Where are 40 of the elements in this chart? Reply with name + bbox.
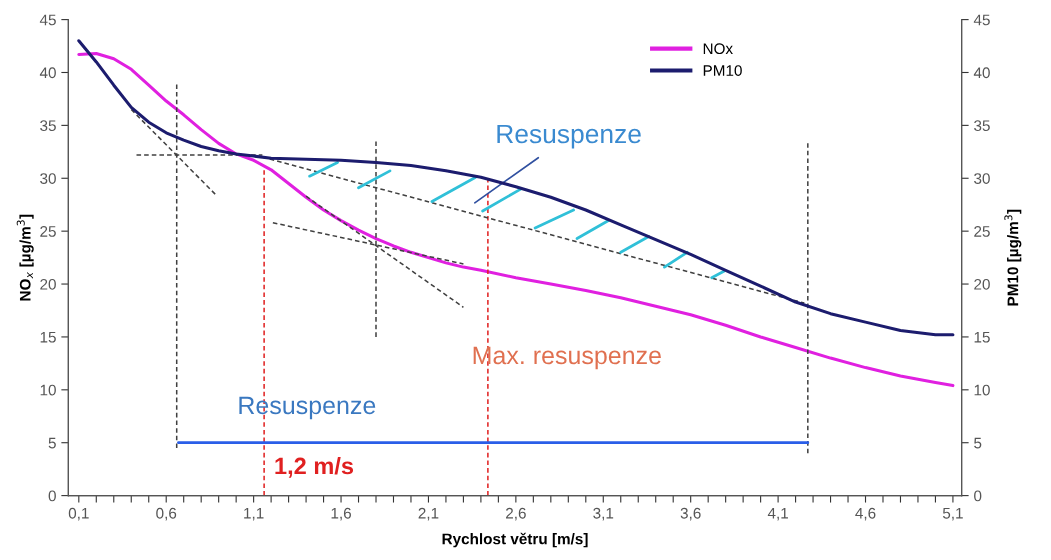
- y-tick-label: 25: [40, 226, 56, 237]
- annotation: Resuspenze: [497, 124, 641, 149]
- y2-tick-label: 30: [974, 173, 990, 184]
- x-tick-label: 0,6: [156, 507, 177, 521]
- y-tick-label: 20: [40, 278, 56, 290]
- y2-tick-label: 20: [974, 278, 990, 290]
- x-tick-label: 3,1: [593, 507, 614, 521]
- y2-tick-label: 5: [974, 437, 982, 449]
- y-tick-label: 5: [48, 437, 56, 449]
- x-tick-label: 0,1: [68, 507, 89, 521]
- x-tick-label: 5,1: [942, 507, 963, 521]
- x-tick-label: 2,6: [506, 507, 526, 521]
- x-tick-label: 1,1: [244, 507, 264, 521]
- legend-label: PM10: [703, 65, 742, 76]
- x-tick-label: 4,1: [767, 507, 788, 521]
- x-axis-title: Rychlost větru [m/s]: [442, 532, 588, 548]
- y2-tick-label: 15: [974, 331, 990, 343]
- y2-tick-label: 35: [974, 120, 990, 132]
- y-tick-label: 45: [39, 14, 56, 26]
- y2-tick-label: 25: [974, 226, 990, 237]
- y-tick-label: 15: [40, 331, 56, 343]
- y-axis-title: NO$_{x}$ [µg/m$^{3}$]: [16, 214, 34, 301]
- y-tick-label: 0: [48, 490, 56, 502]
- x-tick-label: 3,6: [680, 507, 701, 521]
- legend-label: NOx: [703, 43, 733, 55]
- x-tick-label: 1,6: [331, 507, 351, 521]
- annotation: Max. resuspenze: [473, 346, 661, 370]
- y-tick-label: 40: [39, 67, 56, 79]
- y2-tick-label: 0: [974, 490, 982, 502]
- y-tick-label: 30: [40, 173, 56, 184]
- y2-tick-label: 10: [974, 384, 990, 396]
- x-tick-label: 2,1: [418, 507, 439, 521]
- y-tick-label: 35: [40, 120, 56, 132]
- y2-axis-title: PM10 [µg/m$^{3}$]: [1004, 209, 1022, 306]
- annotation: 1,2 m/s: [275, 456, 354, 478]
- y-tick-label: 10: [40, 384, 56, 396]
- y2-tick-label: 40: [973, 67, 990, 79]
- x-tick-label: 4,6: [855, 507, 876, 521]
- annotation: Resuspenze: [239, 396, 376, 420]
- y2-tick-label: 45: [973, 14, 990, 26]
